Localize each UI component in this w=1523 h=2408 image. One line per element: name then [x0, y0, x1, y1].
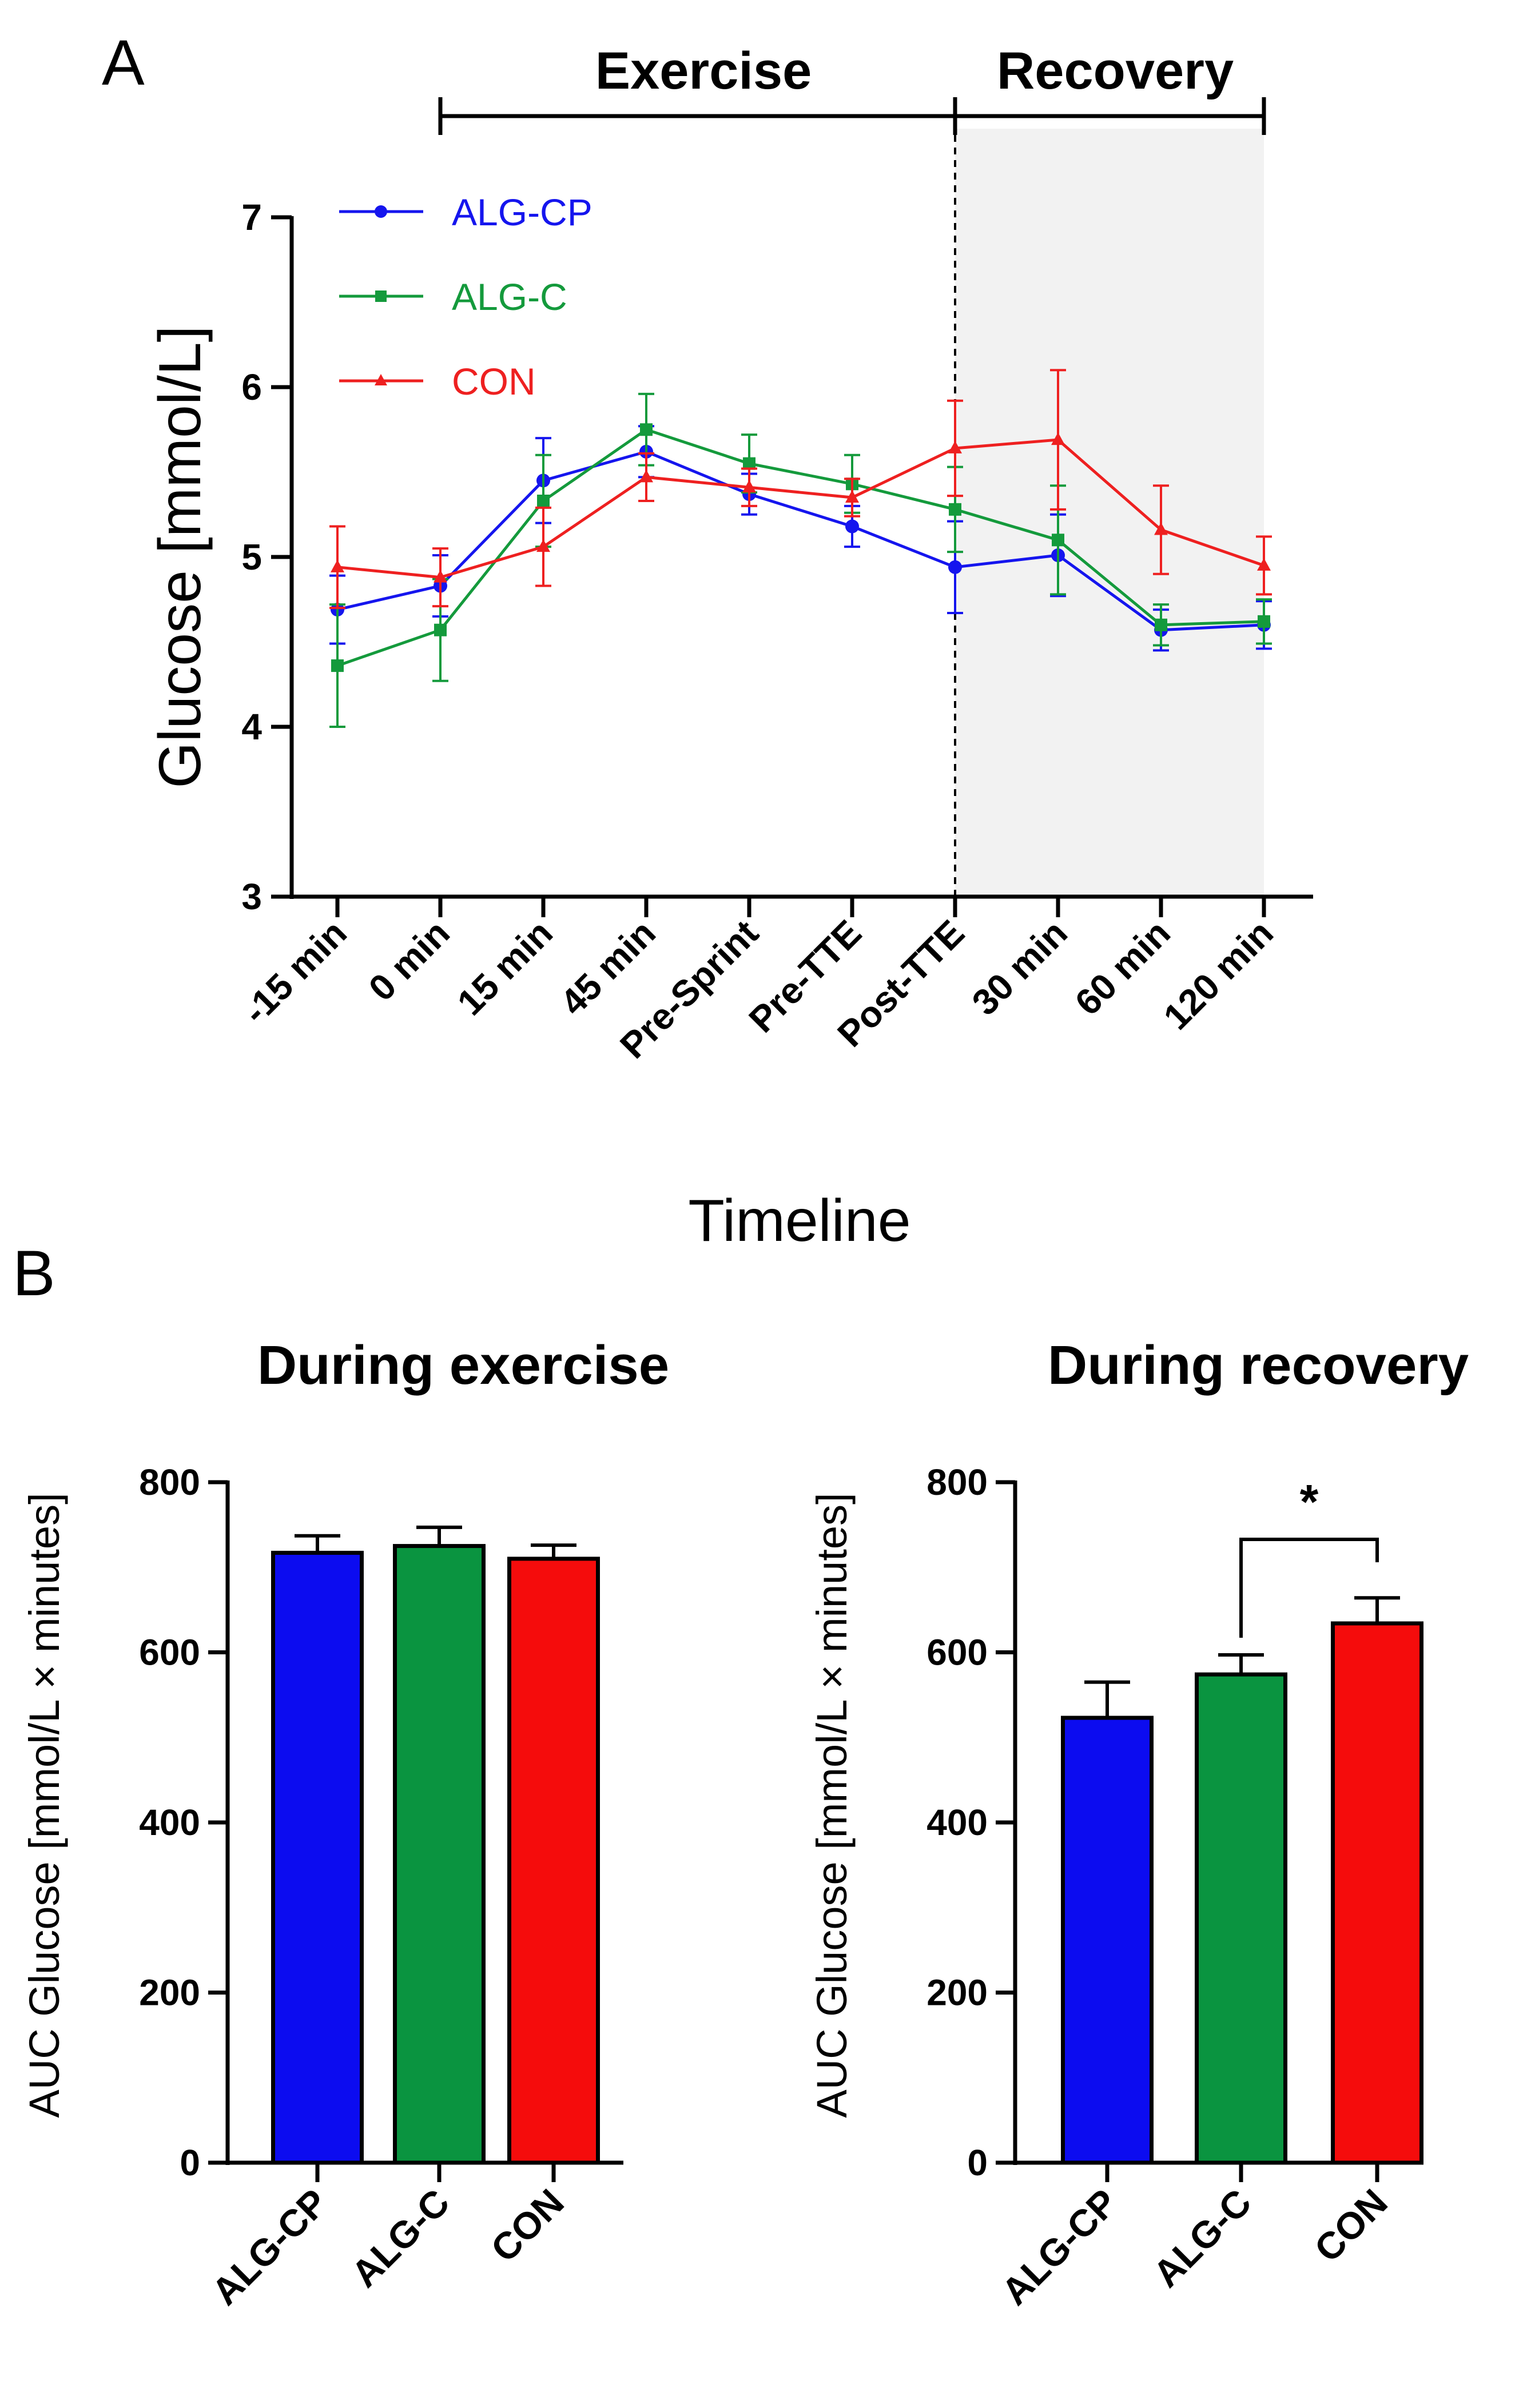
- y-tick-label: 4: [241, 706, 262, 747]
- x-tick-label: 0 min: [361, 912, 458, 1009]
- legend-marker-con: [375, 374, 387, 385]
- legend-marker-alg-c: [375, 290, 387, 302]
- x-tick-label: ALG-CP: [993, 2181, 1126, 2313]
- x-tick-label: 30 min: [964, 912, 1075, 1023]
- y-tick-label: 400: [926, 1802, 988, 1843]
- x-tick-label: ALG-C: [343, 2181, 458, 2295]
- chart-title: During exercise: [257, 1335, 669, 1396]
- y-tick-label: 7: [241, 197, 262, 238]
- y-tick-label: 0: [967, 2142, 988, 2183]
- x-tick-label: ALG-C: [1145, 2181, 1259, 2295]
- y-tick-label: 800: [139, 1462, 200, 1503]
- data-point-con: [948, 440, 962, 453]
- recovery-shading: [955, 129, 1264, 897]
- bar-con: [507, 1557, 600, 2165]
- y-tick-label: 5: [241, 536, 262, 578]
- series-line-con: [337, 438, 1264, 579]
- y-tick-label: 600: [926, 1632, 988, 1673]
- x-tick-label: 15 min: [450, 912, 560, 1023]
- bar-alg-cp: [1061, 1716, 1154, 2165]
- y-tick-label: 0: [180, 2142, 200, 2183]
- legend-label-con: CON: [452, 360, 536, 403]
- data-point-con: [1154, 522, 1168, 535]
- auc-exercise-bar-chart: During exercise 0 200 400 600 800 AUC Glucose …: [21, 1335, 669, 2313]
- data-point-alg-c: [1155, 618, 1167, 631]
- data-point-con: [434, 570, 447, 583]
- significance-star: *: [1300, 1475, 1319, 1529]
- bar-alg-c: [393, 1544, 486, 2165]
- data-point-alg-cp: [948, 560, 962, 574]
- x-tick-label: CON: [1306, 2181, 1395, 2270]
- y-axis-title: AUC Glucose [mmol/L × minutes]: [21, 1492, 68, 2118]
- data-point-con: [845, 490, 859, 503]
- y-tick-label: 3: [241, 876, 262, 917]
- y-tick-label: 600: [139, 1632, 200, 1673]
- y-tick-label: 400: [139, 1802, 200, 1843]
- x-axis-title: Timeline: [688, 1188, 910, 1254]
- data-point-alg-c: [640, 423, 653, 436]
- data-point-con: [1051, 432, 1065, 445]
- y-tick-label: 200: [139, 1972, 200, 2013]
- chart-title: During recovery: [1048, 1335, 1469, 1396]
- data-point-con: [331, 559, 344, 572]
- bar-alg-cp: [271, 1550, 364, 2165]
- phase-label-exercise: Exercise: [595, 42, 812, 100]
- legend-label-alg-c: ALG-C: [452, 276, 567, 318]
- x-tick-label: -15 min: [235, 912, 355, 1032]
- bar-alg-c: [1195, 1672, 1287, 2165]
- y-tick-label: 6: [241, 367, 262, 408]
- panel-a-label: A: [102, 27, 145, 98]
- x-tick-label: 120 min: [1155, 912, 1281, 1037]
- data-point-alg-c: [1258, 615, 1270, 628]
- data-point-con: [742, 480, 756, 493]
- y-axis-title: AUC Glucose [mmol/L × minutes]: [808, 1492, 856, 2118]
- data-point-alg-c: [1052, 534, 1064, 547]
- data-point-con: [536, 539, 550, 552]
- phase-label-recovery: Recovery: [997, 42, 1234, 100]
- data-point-alg-c: [434, 623, 447, 636]
- data-point-alg-c: [743, 457, 755, 470]
- data-point-alg-cp: [845, 519, 859, 534]
- data-point-alg-c: [537, 494, 550, 507]
- data-point-alg-c: [949, 503, 961, 516]
- series-line-alg-c: [337, 428, 1264, 667]
- legend-label-alg-cp: ALG-CP: [452, 191, 593, 233]
- bar-con: [1331, 1621, 1423, 2165]
- x-tick-label: CON: [483, 2181, 572, 2270]
- panel-b-label: B: [13, 1237, 55, 1309]
- y-axis-title: Glucose [mmol/L]: [147, 325, 213, 788]
- auc-recovery-bar-chart: During recovery 0 200 400 600 800 AUC Glucose …: [808, 1335, 1469, 2313]
- data-point-con: [1257, 558, 1271, 571]
- significance-bracket: [1239, 1538, 1379, 1638]
- legend-marker-alg-cp: [375, 205, 387, 218]
- data-point-alg-c: [331, 659, 344, 672]
- y-tick-label: 200: [926, 1972, 988, 2013]
- series-line-alg-cp: [337, 450, 1264, 632]
- x-tick-label: ALG-CP: [204, 2181, 336, 2313]
- y-tick-label: 800: [926, 1462, 988, 1503]
- data-point-con: [639, 469, 653, 483]
